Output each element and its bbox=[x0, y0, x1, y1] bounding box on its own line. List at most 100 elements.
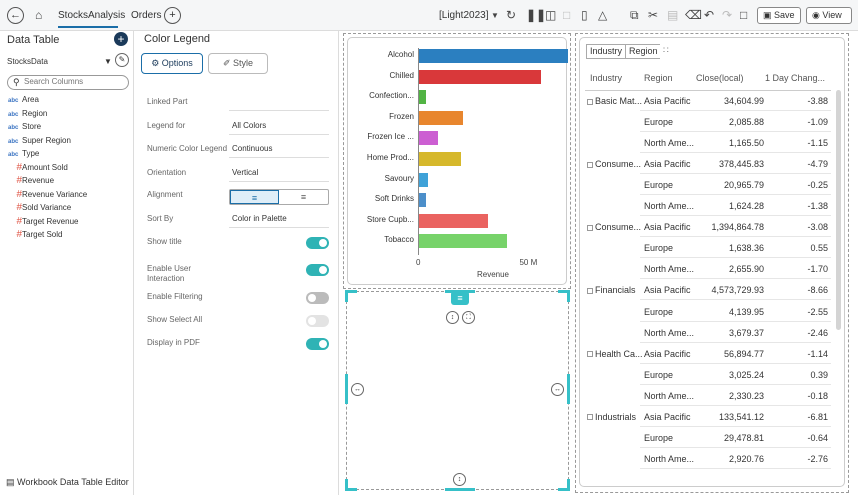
resize-handle[interactable] bbox=[345, 488, 357, 491]
align-left-icon[interactable]: ≡ bbox=[230, 190, 279, 204]
search-columns-box[interactable]: ⚲ bbox=[7, 75, 129, 90]
group-chip-industry[interactable]: Industry bbox=[586, 44, 627, 59]
legend-for-dropdown[interactable]: All Colors bbox=[229, 121, 329, 135]
column-item-type[interactable]: abc Type bbox=[8, 148, 39, 160]
save-button[interactable]: ▣ Save bbox=[757, 7, 801, 24]
column-header-region[interactable]: Region bbox=[644, 73, 673, 83]
linked-part-field[interactable] bbox=[229, 97, 329, 111]
bar-7[interactable] bbox=[419, 193, 427, 208]
copy-icon[interactable]: ⧉ bbox=[630, 8, 639, 22]
refresh-icon[interactable]: ↻ bbox=[506, 8, 517, 22]
stocks-table[interactable]: Industry Region ∷ Industry Region Close(… bbox=[579, 37, 845, 487]
home-icon[interactable]: ⌂ bbox=[35, 8, 43, 22]
resize-handle[interactable] bbox=[345, 374, 348, 404]
move-horizontal-icon[interactable]: ↔ bbox=[351, 383, 364, 396]
column-item-area[interactable]: abc Area bbox=[8, 94, 39, 106]
workbook-data-table-editor-link[interactable]: ▤ Workbook Data Table Editor bbox=[6, 477, 129, 488]
collapse-icon[interactable] bbox=[587, 351, 593, 358]
collapse-icon[interactable] bbox=[587, 288, 593, 295]
enable-user-interaction-toggle[interactable] bbox=[306, 264, 329, 276]
table-part-frame[interactable] bbox=[575, 33, 849, 493]
enable-filtering-toggle[interactable] bbox=[306, 292, 329, 304]
color-legend-part[interactable]: ≡ ↕ ⛶ ↔ ↔ ↕ bbox=[345, 290, 570, 491]
theme-dropdown-icon[interactable]: ▼ bbox=[491, 11, 499, 20]
pause-icon[interactable]: ❚❚ bbox=[526, 8, 547, 22]
bell-icon[interactable]: △ bbox=[598, 8, 608, 22]
tab-orders[interactable]: Orders bbox=[131, 10, 162, 21]
resize-handle[interactable] bbox=[558, 290, 570, 293]
bookmark-icon[interactable]: ▯ bbox=[581, 8, 588, 22]
column-item-target-sold[interactable]: #Target Sold bbox=[8, 229, 62, 241]
filter-icon[interactable]: ◫ bbox=[545, 8, 557, 22]
collapse-icon[interactable] bbox=[587, 414, 593, 421]
maximize-icon[interactable]: ⛶ bbox=[462, 311, 475, 324]
column-item-region[interactable]: abc Region bbox=[8, 108, 47, 120]
group-row-industry[interactable]: Consume... bbox=[587, 159, 641, 169]
collapse-icon[interactable] bbox=[587, 224, 593, 231]
column-item-amount-sold[interactable]: #Amount Sold bbox=[8, 162, 67, 174]
resize-handle[interactable] bbox=[558, 488, 570, 491]
column-item-sold-variance[interactable]: #Sold Variance bbox=[8, 202, 71, 214]
resize-handle[interactable] bbox=[345, 290, 357, 293]
chart-part-frame[interactable] bbox=[343, 33, 571, 289]
options-tab[interactable]: ⚙ Options bbox=[141, 53, 203, 74]
view-button[interactable]: ◉ View bbox=[806, 7, 852, 24]
group-row-industry[interactable]: Basic Mat... bbox=[587, 96, 642, 106]
style-tab[interactable]: ✐ Style bbox=[208, 53, 268, 74]
bar-1[interactable] bbox=[419, 69, 542, 84]
menu-icon[interactable]: ≡ bbox=[451, 291, 469, 305]
delete-icon[interactable]: ⌫ bbox=[685, 8, 702, 22]
column-item-revenue[interactable]: #Revenue bbox=[8, 175, 54, 187]
orientation-dropdown[interactable]: Vertical bbox=[229, 168, 329, 182]
chevron-down-icon[interactable]: ▼ bbox=[104, 57, 112, 66]
bar-4[interactable] bbox=[419, 131, 438, 146]
search-columns-input[interactable] bbox=[24, 77, 124, 86]
bar-chart[interactable]: Revenue Alcohol Chilled Confection... Froze… bbox=[347, 37, 568, 285]
column-header-1-day-change[interactable]: 1 Day Chang... bbox=[765, 73, 826, 83]
group-row-industry[interactable]: Industrials bbox=[587, 412, 636, 422]
back-icon[interactable]: ← bbox=[7, 7, 24, 24]
column-item-super-region[interactable]: abc Super Region bbox=[8, 135, 71, 147]
column-header-close-local[interactable]: Close(local) bbox=[696, 73, 744, 83]
bar-2[interactable] bbox=[419, 90, 427, 105]
move-vertical-icon[interactable]: ↕ bbox=[453, 473, 466, 486]
group-row-industry[interactable]: Financials bbox=[587, 285, 636, 295]
sort-by-dropdown[interactable]: Color in Palette bbox=[229, 214, 329, 228]
align-right-icon[interactable]: ≡ bbox=[300, 192, 307, 202]
add-tab-icon[interactable]: + bbox=[164, 7, 181, 24]
column-item-store[interactable]: abc Store bbox=[8, 121, 41, 133]
move-horizontal-icon[interactable]: ↔ bbox=[551, 383, 564, 396]
bar-9[interactable] bbox=[419, 234, 507, 249]
bar-8[interactable] bbox=[419, 213, 489, 228]
resize-handle[interactable] bbox=[567, 479, 570, 491]
data-source-name[interactable]: StocksData bbox=[7, 57, 48, 66]
cut-icon[interactable]: ✂ bbox=[648, 8, 659, 22]
show-title-toggle[interactable] bbox=[306, 237, 329, 249]
tab-stocksanalysis[interactable]: StocksAnalysis bbox=[58, 4, 125, 28]
resize-handle[interactable] bbox=[345, 290, 348, 302]
resize-handle[interactable] bbox=[567, 290, 570, 302]
resize-handle[interactable] bbox=[445, 488, 475, 491]
column-item-revenue-variance[interactable]: #Revenue Variance bbox=[8, 189, 87, 201]
vertical-scrollbar[interactable] bbox=[836, 90, 841, 330]
wand-icon[interactable]: ✎ bbox=[115, 53, 129, 67]
collapse-icon[interactable] bbox=[587, 161, 593, 168]
group-chip-region[interactable]: Region bbox=[625, 44, 662, 59]
numeric-color-legend-dropdown[interactable]: Continuous bbox=[229, 144, 329, 158]
move-vertical-icon[interactable]: ↕ bbox=[446, 311, 459, 324]
bar-0[interactable] bbox=[419, 49, 568, 63]
collapse-icon[interactable] bbox=[587, 98, 593, 105]
group-row-industry[interactable]: Consume... bbox=[587, 222, 641, 232]
column-item-target-revenue[interactable]: #Target Revenue bbox=[8, 216, 78, 228]
bar-3[interactable] bbox=[419, 110, 464, 125]
add-data-table-button[interactable]: + bbox=[114, 32, 128, 46]
display-in-pdf-toggle[interactable] bbox=[306, 338, 329, 350]
comment-icon[interactable]: □ bbox=[740, 8, 748, 22]
bar-5[interactable] bbox=[419, 152, 462, 166]
column-header-industry[interactable]: Industry bbox=[590, 73, 623, 83]
theme-selector[interactable]: [Light2023] bbox=[439, 10, 489, 21]
grid-icon[interactable]: ∷ bbox=[660, 44, 672, 59]
undo-icon[interactable]: ↶ bbox=[704, 8, 715, 22]
resize-handle[interactable] bbox=[567, 374, 570, 404]
group-row-industry[interactable]: Health Ca... bbox=[587, 349, 643, 359]
